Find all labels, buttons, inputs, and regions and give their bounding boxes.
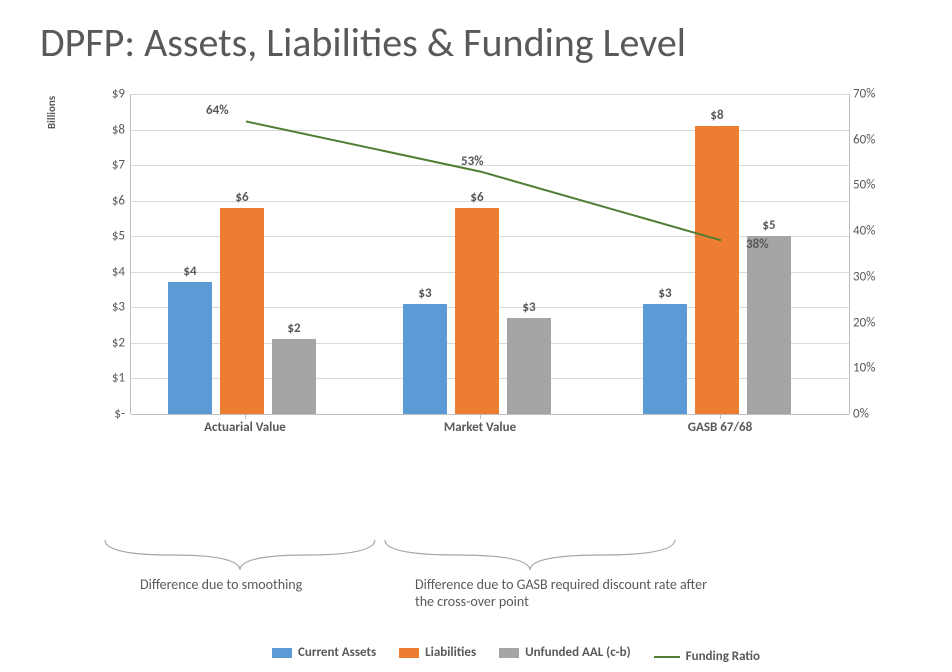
legend-label-unfunded: Unfunded AAL (c-b) [525,645,631,660]
legend-item-assets: Current Assets [272,645,376,660]
x-tick-2: GASB 67/68 [630,420,810,435]
bar-liabilities: $6 [455,208,499,414]
y-left-tick: $1 [99,371,125,386]
y-right-tick: 70% [853,87,889,102]
bar-group: $4$6$2 [156,94,336,414]
legend-item-ratio: Funding Ratio [654,649,760,664]
y-right-tick: 50% [853,178,889,193]
y-left-tick: $9 [99,87,125,102]
swatch-unfunded [499,648,519,658]
bar-value-label: $4 [168,264,212,279]
swatch-liabilities [399,648,419,658]
bar-group: $3$6$3 [391,94,571,414]
bar-liabilities: $8 [695,126,739,414]
bar-value-label: $6 [455,190,499,205]
y-right-tick: 0% [853,407,889,422]
bar-unfunded-aal-(c-b): $5 [747,236,791,414]
ratio-point-label: 53% [461,154,484,169]
bar-value-label: $3 [643,286,687,301]
plot-area: $-$1$2$3$4$5$6$7$8$90%10%20%30%40%50%60%… [130,94,850,414]
page-title: DPFP: Assets, Liabilities & Funding Leve… [40,20,912,66]
swatch-ratio [654,656,680,658]
legend-item-unfunded: Unfunded AAL (c-b) [499,645,631,660]
y-right-tick: 20% [853,315,889,330]
legend-label-assets: Current Assets [298,645,376,660]
y-left-tick: $3 [99,300,125,315]
y-right-tick: 60% [853,132,889,147]
ratio-point-label: 38% [746,237,769,252]
bar-value-label: $3 [507,300,551,315]
combo-chart: Billions $-$1$2$3$4$5$6$7$8$90%10%20%30%… [100,94,920,474]
bar-unfunded-aal-(c-b): $2 [272,339,316,414]
bar-unfunded-aal-(c-b): $3 [507,318,551,414]
x-tick-1: Market Value [390,420,570,435]
y-left-tick: $7 [99,158,125,173]
legend-label-liabilities: Liabilities [425,645,476,660]
y-axis-left-label: Billions [45,96,58,129]
y-left-tick: $5 [99,229,125,244]
bar-current-assets: $4 [168,282,212,414]
bar-current-assets: $3 [643,304,687,414]
y-right-tick: 40% [853,224,889,239]
legend-item-liabilities: Liabilities [399,645,476,660]
y-left-tick: $6 [99,193,125,208]
swatch-assets [272,648,292,658]
ratio-point-label: 64% [206,103,229,118]
y-left-tick: $2 [99,335,125,350]
y-left-tick: $8 [99,122,125,137]
bar-value-label: $6 [220,190,264,205]
bar-value-label: $5 [747,218,791,233]
annotation-right: Difference due to GASB required discount… [415,577,725,611]
brace-left [100,540,380,575]
brace-right [380,540,680,575]
bar-group: $3$8$5 [631,94,811,414]
y-left-tick: $- [99,407,125,422]
annotation-left: Difference due to smoothing [140,577,370,594]
legend: Current Assets Liabilities Unfunded AAL … [40,645,952,664]
bar-value-label: $2 [272,321,316,336]
legend-label-ratio: Funding Ratio [686,649,760,664]
x-tick-0: Actuarial Value [155,420,335,435]
y-left-tick: $4 [99,264,125,279]
y-right-tick: 30% [853,269,889,284]
bar-liabilities: $6 [220,208,264,414]
bar-value-label: $3 [403,286,447,301]
bar-value-label: $8 [695,108,739,123]
y-right-tick: 10% [853,361,889,376]
bar-current-assets: $3 [403,304,447,414]
